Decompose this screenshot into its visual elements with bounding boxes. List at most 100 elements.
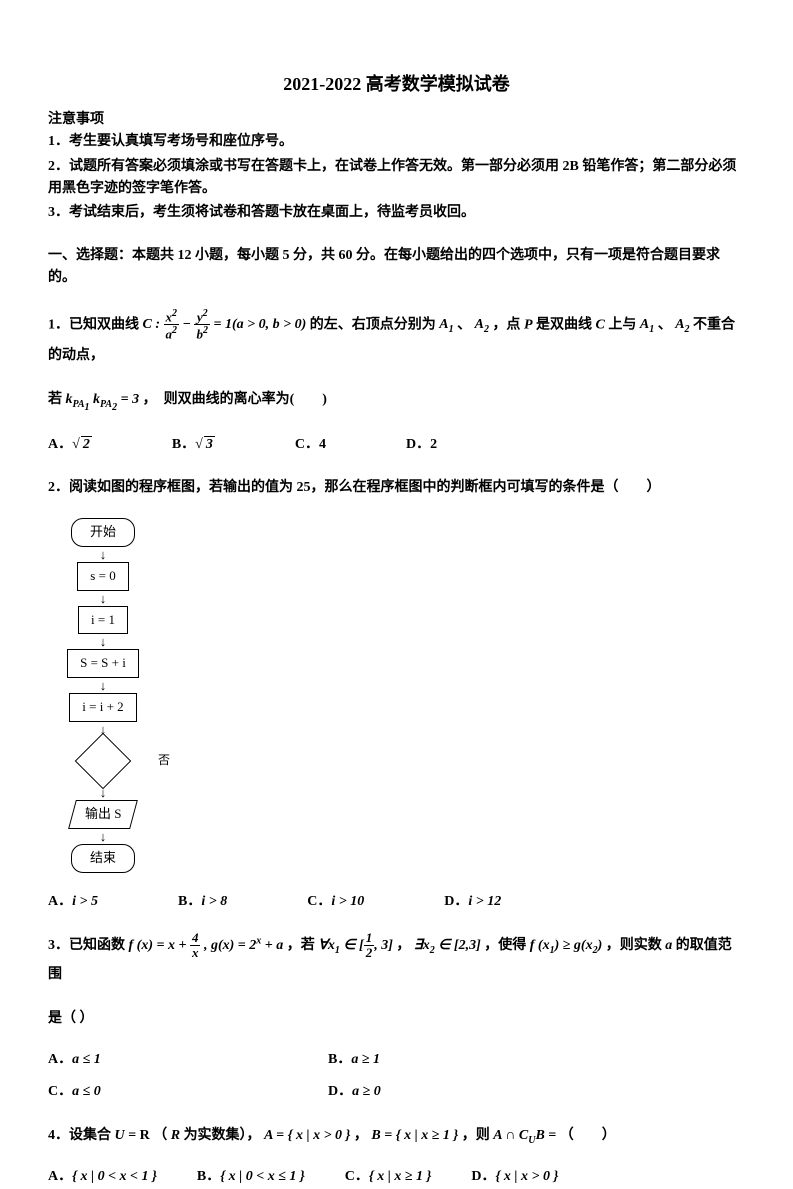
q4-a-label: A． bbox=[48, 1169, 72, 1184]
question-3: 3．已知函数 f (x) = x + 4x , g(x) = 2x + a ，若… bbox=[48, 931, 745, 989]
fc-arrow-4: ↓ bbox=[100, 679, 107, 692]
q1-a1: A1 bbox=[439, 317, 453, 332]
q1-p: P bbox=[524, 317, 533, 332]
q3-a: a bbox=[665, 938, 672, 953]
q3-c-math: a ≤ 0 bbox=[72, 1084, 101, 1099]
question-2: 2．阅读如图的程序框图，若输出的值为 25，那么在程序框图中的判断框内可填写的条… bbox=[48, 474, 745, 502]
q4-c-label: C． bbox=[345, 1169, 369, 1184]
q4-d-math: { x | x > 0 } bbox=[496, 1169, 559, 1184]
q1-option-d: D．2 bbox=[406, 434, 437, 456]
q4-prefix: 4．设集合 bbox=[48, 1128, 115, 1143]
fc-arrow-3: ↓ bbox=[100, 635, 107, 648]
q4-option-b: B．{ x | 0 < x ≤ 1 } bbox=[197, 1166, 305, 1188]
q4-seta: A = { x | x > 0 } bbox=[264, 1128, 350, 1143]
q1-cond-suffix: ， 则双曲线的离心率为( ) bbox=[143, 392, 327, 407]
q3-c-label: C． bbox=[48, 1084, 72, 1099]
q2-a-label: A． bbox=[48, 894, 72, 909]
question-1: 1．已知双曲线 C : x2a2 − y2b2 = 1(a > 0, b > 0… bbox=[48, 308, 745, 370]
q4-mid3: ， bbox=[354, 1128, 368, 1143]
page-title: 2021-2022 高考数学模拟试卷 bbox=[48, 70, 745, 99]
q1-a-label: A． bbox=[48, 437, 72, 452]
q4-option-d: D．{ x | x > 0 } bbox=[471, 1166, 558, 1188]
q3-forall: ∀x1 ∈ [12, 3] bbox=[318, 938, 393, 953]
fc-output: 输出 S bbox=[68, 800, 138, 829]
q3-ineq: f (x1) ≥ g(x2) bbox=[530, 938, 603, 953]
q4-suffix: （ ） bbox=[560, 1128, 616, 1143]
fc-s0: s = 0 bbox=[77, 562, 128, 591]
q3-d-math: a ≥ 0 bbox=[352, 1084, 381, 1099]
fc-arrow-2: ↓ bbox=[100, 592, 107, 605]
notice-item-2: 2．试题所有答案必须填涂或书写在答题卡上，在试卷上作答无效。第一部分必须用 2B… bbox=[48, 156, 745, 201]
q4-a-math: { x | 0 < x < 1 } bbox=[72, 1169, 157, 1184]
fc-diamond-icon bbox=[75, 733, 132, 790]
fc-ii: i = i + 2 bbox=[69, 693, 136, 722]
fc-arrow-7: ↓ bbox=[100, 830, 107, 843]
q2-a-math: i > 5 bbox=[72, 894, 98, 909]
q3-mid4: ，则实数 bbox=[606, 938, 666, 953]
q4-b-math: { x | 0 < x ≤ 1 } bbox=[220, 1169, 305, 1184]
q2-d-math: i > 12 bbox=[468, 894, 501, 909]
q1-option-b: B．√3 bbox=[172, 434, 215, 456]
question-4: 4．设集合 U = R （ R 为实数集）， A = { x | x > 0 }… bbox=[48, 1122, 745, 1151]
fc-start: 开始 bbox=[71, 518, 135, 547]
q1-a2: A2 bbox=[475, 317, 489, 332]
q1-mid1: 的左、右顶点分别为 bbox=[310, 317, 440, 332]
q3-fx: f (x) = x + 4x , g(x) = 2x + a bbox=[129, 938, 284, 953]
q4-option-c: C．{ x | x ≥ 1 } bbox=[345, 1166, 432, 1188]
q1-b-val: 3 bbox=[204, 436, 215, 452]
q2-option-b: B．i > 8 bbox=[178, 891, 227, 913]
q2-b-math: i > 8 bbox=[201, 894, 227, 909]
q1-options: A．√2 B．√3 C．4 D．2 bbox=[48, 434, 745, 456]
notice-item-1: 1．考生要认真填写考场号和座位序号。 bbox=[48, 131, 745, 153]
q2-option-a: A．i > 5 bbox=[48, 891, 98, 913]
q2-c-math: i > 10 bbox=[331, 894, 364, 909]
fc-end: 结束 bbox=[71, 844, 135, 873]
notice-header: 注意事项 bbox=[48, 109, 745, 131]
q4-options: A．{ x | 0 < x < 1 } B．{ x | 0 < x ≤ 1 } … bbox=[48, 1166, 745, 1188]
fc-arrow-1: ↓ bbox=[100, 548, 107, 561]
q1-a-val: 2 bbox=[81, 436, 92, 452]
q2-options: A．i > 5 B．i > 8 C．i > 10 D．i > 12 bbox=[48, 891, 745, 913]
q4-c-math: { x | x ≥ 1 } bbox=[369, 1169, 432, 1184]
q1-mid5: 上与 bbox=[608, 317, 640, 332]
q3-option-d: D．a ≥ 0 bbox=[328, 1081, 608, 1103]
q4-r: R bbox=[171, 1128, 180, 1143]
q4-mid4: ，则 bbox=[462, 1128, 494, 1143]
q2-option-c: C．i > 10 bbox=[307, 891, 364, 913]
q4-expr: A ∩ CUB = bbox=[493, 1128, 560, 1143]
q1-option-c: C．4 bbox=[295, 434, 326, 456]
q1-cond-math: kPA1 kPA2 = 3 bbox=[66, 392, 140, 407]
q3-b-math: a ≥ 1 bbox=[351, 1052, 380, 1067]
q2-d-label: D． bbox=[444, 894, 468, 909]
q2-option-d: D．i > 12 bbox=[444, 891, 501, 913]
q2-c-label: C． bbox=[307, 894, 331, 909]
q4-mid2: 为实数集）， bbox=[184, 1128, 261, 1143]
q4-u: U = R bbox=[115, 1128, 150, 1143]
q1-formula: C : x2a2 − y2b2 = 1(a > 0, b > 0) bbox=[143, 317, 310, 332]
question-3-line2: 是（ ） bbox=[48, 1005, 745, 1033]
q1-option-a: A．√2 bbox=[48, 434, 92, 456]
q3-prefix: 3．已知函数 bbox=[48, 938, 129, 953]
fc-no-label: 否 bbox=[158, 751, 170, 770]
fc-output-text: 输出 S bbox=[85, 804, 121, 825]
q3-a-label: A． bbox=[48, 1052, 72, 1067]
q3-a-math: a ≤ 1 bbox=[72, 1052, 101, 1067]
q4-b-label: B． bbox=[197, 1169, 220, 1184]
q1-c: C bbox=[596, 317, 605, 332]
section-1-header: 一、选择题：本题共 12 小题，每小题 5 分，共 60 分。在每小题给出的四个… bbox=[48, 245, 745, 290]
q1-cond-prefix: 若 bbox=[48, 392, 66, 407]
q3-b-label: B． bbox=[328, 1052, 351, 1067]
q4-mid1: （ bbox=[153, 1128, 171, 1143]
q1-b-label: B． bbox=[172, 437, 195, 452]
q1-mid4: 是双曲线 bbox=[536, 317, 596, 332]
q3-options-row2: C．a ≤ 0 D．a ≥ 0 bbox=[48, 1081, 745, 1103]
notice-item-3: 3．考试结束后，考生须将试卷和答题卡放在桌面上，待监考员收回。 bbox=[48, 202, 745, 224]
q3-option-a: A．a ≤ 1 bbox=[48, 1049, 328, 1071]
q1-a2b: A2 bbox=[675, 317, 689, 332]
q3-d-label: D． bbox=[328, 1084, 352, 1099]
q1-prefix: 1．已知双曲线 bbox=[48, 317, 143, 332]
q3-option-b: B．a ≥ 1 bbox=[328, 1049, 608, 1071]
fc-ss: S = S + i bbox=[67, 649, 139, 678]
q1-mid3: ，点 bbox=[492, 317, 524, 332]
question-1-cond: 若 kPA1 kPA2 = 3 ， 则双曲线的离心率为( ) bbox=[48, 386, 745, 418]
